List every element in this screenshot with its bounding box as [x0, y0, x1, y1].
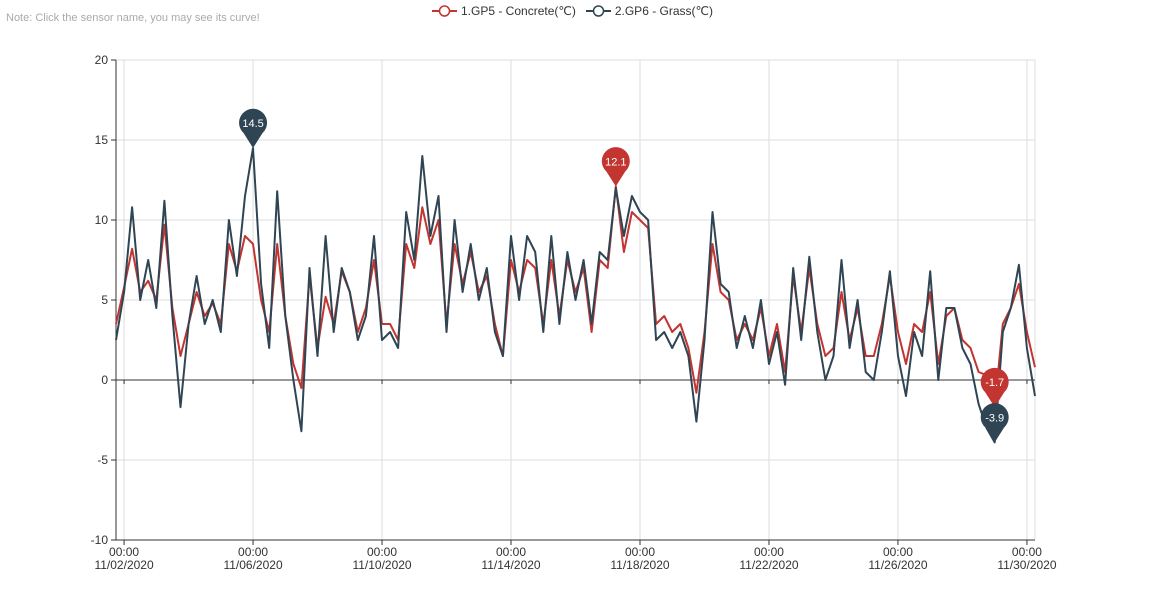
- marker-pin-shape: [980, 367, 1009, 408]
- x-tick-label-date: 11/02/2020: [94, 558, 153, 572]
- marker-pin-max: 14.5: [239, 108, 268, 148]
- x-tick-label-time: 00:00: [754, 545, 784, 559]
- x-tick-label-date: 11/30/2020: [997, 558, 1056, 572]
- marker-pin-shape: [239, 108, 268, 148]
- legend-line-circle-icon: [432, 5, 457, 17]
- legend: 1.GP5 - Concrete(℃) 2.GP6 - Grass(℃): [432, 3, 723, 19]
- x-tick-label-date: 11/06/2020: [223, 558, 282, 572]
- x-tick-label-time: 00:00: [109, 545, 139, 559]
- marker-pin-label: -1.7: [985, 377, 1004, 389]
- marker-pin-max: 12.1: [601, 147, 630, 187]
- y-tick-label: 10: [95, 213, 109, 227]
- x-tick-label-time: 00:00: [625, 545, 655, 559]
- marker-pin-label: 12.1: [605, 156, 626, 168]
- marker-pin-min: -1.7: [980, 367, 1009, 408]
- marker-pin-label: -3.9: [985, 412, 1004, 424]
- legend-item-concrete[interactable]: 1.GP5 - Concrete(℃): [432, 4, 576, 18]
- x-tick-label-date: 11/22/2020: [739, 558, 798, 572]
- note-text: Note: Click the sensor name, you may see…: [6, 12, 260, 24]
- y-tick-label: -5: [97, 453, 108, 467]
- y-tick-label: 0: [101, 373, 108, 387]
- marker-pin-shape: [980, 403, 1009, 443]
- legend-label-grass: 2.GP6 - Grass(℃): [614, 4, 713, 18]
- x-tick-label-date: 11/14/2020: [481, 558, 540, 572]
- y-tick-label: 15: [95, 133, 109, 147]
- x-tick-label-time: 00:00: [1012, 545, 1042, 559]
- legend-circle: [592, 5, 605, 17]
- x-tick-label-time: 00:00: [367, 545, 397, 559]
- legend-line-circle-icon: [585, 5, 611, 17]
- marker-pin-min: -3.9: [980, 403, 1009, 443]
- marker-pin-shape: [601, 147, 630, 187]
- series-line-grass: [115, 147, 1036, 444]
- x-tick-label-date: 11/18/2020: [610, 558, 669, 572]
- x-tick-label-time: 00:00: [496, 545, 526, 559]
- marker-pin-label: 14.5: [242, 118, 263, 130]
- y-tick-label: 20: [95, 53, 109, 67]
- y-tick-label: -10: [91, 533, 109, 547]
- legend-label-concrete: 1.GP5 - Concrete(℃): [461, 4, 576, 18]
- x-tick-label-time: 00:00: [883, 545, 913, 559]
- legend-item-grass[interactable]: 2.GP6 - Grass(℃): [585, 4, 713, 18]
- y-tick-label: 5: [101, 293, 108, 307]
- x-tick-label-date: 11/10/2020: [352, 558, 411, 572]
- legend-circle: [438, 5, 451, 17]
- x-tick-label-date: 11/26/2020: [868, 558, 927, 572]
- x-tick-label-time: 00:00: [238, 545, 268, 559]
